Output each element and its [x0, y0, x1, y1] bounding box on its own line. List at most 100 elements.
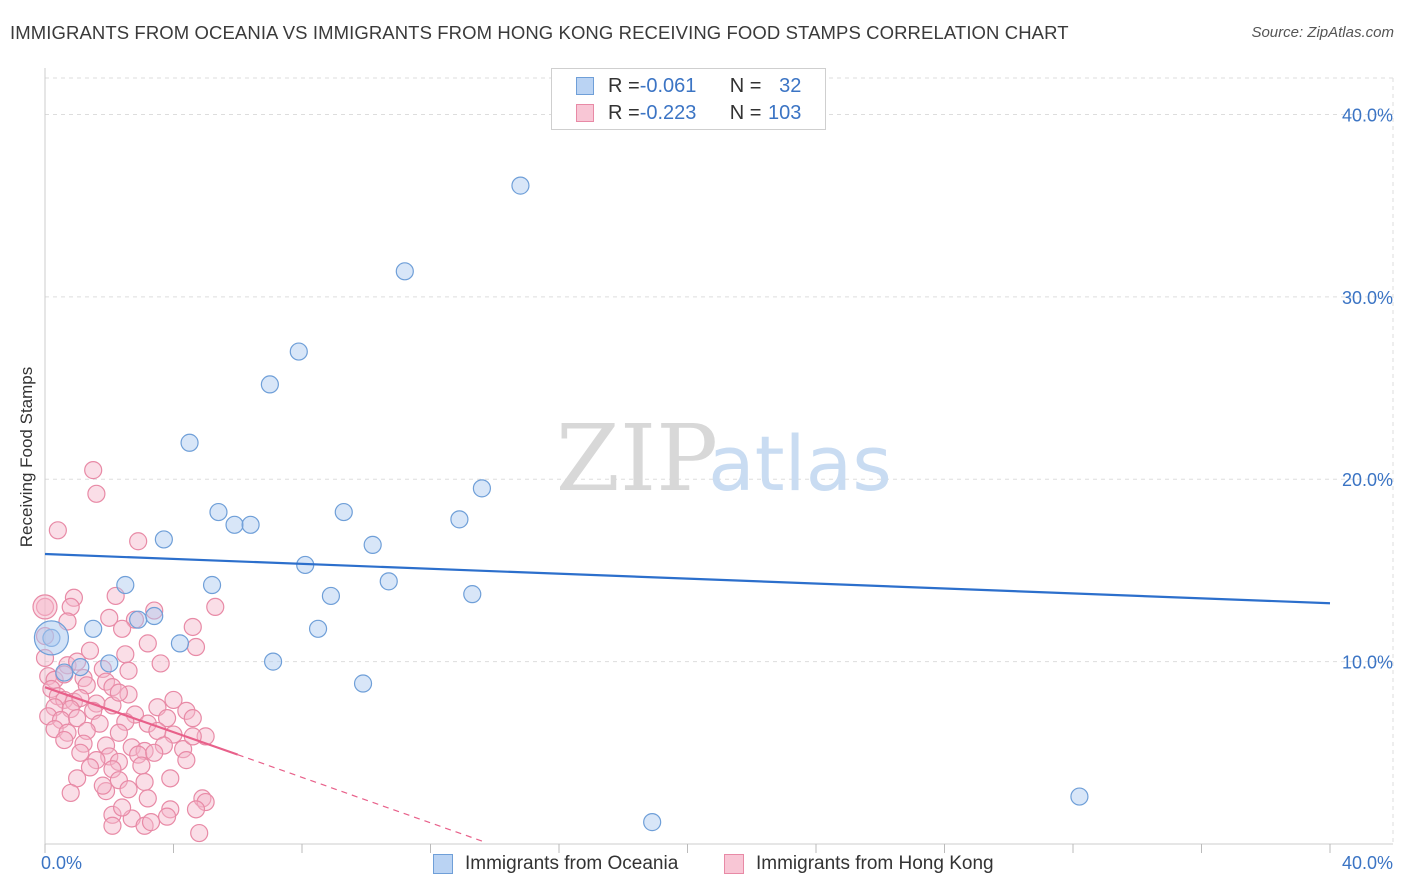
data-point-blue — [71, 657, 90, 677]
data-point-blue — [225, 515, 244, 534]
y-axis-label: Receiving Food Stamps — [17, 366, 36, 548]
data-point-pink — [96, 736, 116, 755]
bottom-legend-label: Immigrants from Oceania — [465, 853, 679, 874]
data-point-pink — [157, 807, 177, 826]
data-point-pink — [87, 751, 106, 770]
legend-swatch-pink — [576, 104, 594, 122]
axes — [44, 68, 1393, 853]
blue-points — [33, 176, 1089, 832]
data-point-pink — [100, 608, 119, 627]
data-point-pink — [68, 652, 87, 671]
bottom-legend-oceania: Immigrants from Oceania — [433, 852, 678, 876]
data-point-blue — [334, 502, 353, 522]
data-point-pink — [93, 776, 112, 795]
data-point-blue — [241, 515, 260, 534]
data-point-pink — [112, 619, 132, 638]
data-point-pink — [135, 772, 154, 792]
data-point-pink — [145, 601, 164, 620]
data-point-pink — [141, 813, 161, 832]
data-point-pink — [164, 690, 183, 710]
data-point-blue — [84, 619, 103, 638]
data-point-blue — [260, 375, 279, 394]
data-point-pink — [55, 730, 74, 750]
data-point-pink — [87, 484, 106, 503]
chart-title: IMMIGRANTS FROM OCEANIA VS IMMIGRANTS FR… — [10, 22, 1069, 43]
x-tick-label: 0.0% — [41, 853, 82, 873]
data-point-blue — [154, 530, 173, 549]
data-point-pink — [71, 743, 90, 762]
data-point-blue — [209, 502, 228, 522]
legend-n-label: N = — [729, 101, 762, 124]
data-point-pink — [196, 727, 215, 746]
legend-n-value: 103 — [768, 101, 802, 124]
y-tick-label: 20.0% — [1342, 470, 1393, 490]
legend-r-value: -0.223 — [639, 101, 697, 124]
data-point-blue — [116, 575, 135, 595]
data-point-pink — [186, 800, 206, 819]
data-point-pink — [157, 709, 177, 728]
data-point-blue — [180, 433, 199, 452]
data-point-pink — [103, 760, 122, 779]
trend-line-pink — [44, 686, 239, 756]
data-point-pink — [132, 756, 151, 775]
watermark-zip: ZIP — [556, 405, 718, 512]
data-point-pink — [61, 783, 80, 803]
x-tick-label: 40.0% — [1342, 853, 1393, 873]
watermark: ZIP atlas — [556, 405, 892, 512]
data-point-pink — [61, 597, 80, 617]
data-point-blue — [308, 619, 328, 638]
data-point-pink — [186, 637, 206, 657]
bottom-legend-hongkong: Immigrants from Hong Kong — [724, 852, 994, 876]
data-point-pink — [138, 634, 157, 653]
data-point-pink — [103, 816, 122, 835]
data-point-blue — [55, 663, 74, 682]
data-point-pink — [151, 654, 170, 673]
data-point-pink — [183, 709, 202, 728]
legend-r-value: -0.061 — [639, 74, 697, 97]
data-point-pink — [116, 645, 135, 664]
legend-row-oceania: R = -0.061 N = 32 — [576, 74, 801, 98]
data-point-blue — [129, 610, 148, 629]
data-point-pink — [109, 683, 128, 702]
data-point-pink — [206, 597, 225, 617]
y-tick-label: 10.0% — [1342, 653, 1393, 673]
y-tick-label: 30.0% — [1342, 288, 1393, 308]
data-point-pink — [80, 758, 100, 777]
data-point-pink — [138, 789, 157, 808]
tick-labels: 10.0% 20.0% 30.0% 40.0% 0.0% 40.0% — [41, 105, 1393, 873]
data-point-blue — [450, 510, 469, 529]
data-point-pink — [112, 798, 132, 817]
data-point-blue — [263, 652, 283, 671]
trend-extension-pink — [237, 754, 486, 843]
bottom-legend-label: Immigrants from Hong Kong — [756, 853, 994, 874]
data-point-blue — [379, 572, 398, 591]
bottom-legend-swatch-blue — [433, 854, 453, 874]
data-point-pink — [183, 617, 202, 637]
data-point-pink — [109, 752, 128, 772]
bottom-legend-swatch-pink — [724, 854, 744, 874]
data-point-pink — [119, 661, 138, 680]
y-tick-label: 40.0% — [1342, 105, 1393, 125]
data-point-pink — [145, 743, 164, 762]
data-point-pink — [196, 792, 215, 812]
data-point-blue — [463, 585, 482, 604]
trend-line-blue — [44, 552, 1331, 605]
data-point-blue — [289, 342, 308, 361]
data-point-pink — [154, 736, 173, 755]
data-point-blue — [100, 654, 119, 673]
data-point-blue — [472, 479, 491, 498]
data-point-pink — [129, 745, 148, 764]
data-point-blue — [643, 813, 662, 832]
watermark-atlas: atlas — [708, 419, 892, 508]
trend-lines — [44, 552, 1331, 843]
data-point-blue — [353, 674, 373, 693]
data-point-pink — [109, 771, 128, 790]
data-point-blue — [511, 176, 530, 195]
data-point-blue — [202, 575, 222, 595]
legend-n-value: 32 — [779, 74, 802, 97]
data-point-pink — [84, 461, 103, 480]
data-point-pink — [161, 769, 180, 788]
data-point-pink — [129, 532, 148, 551]
legend-swatch-blue — [576, 77, 594, 95]
